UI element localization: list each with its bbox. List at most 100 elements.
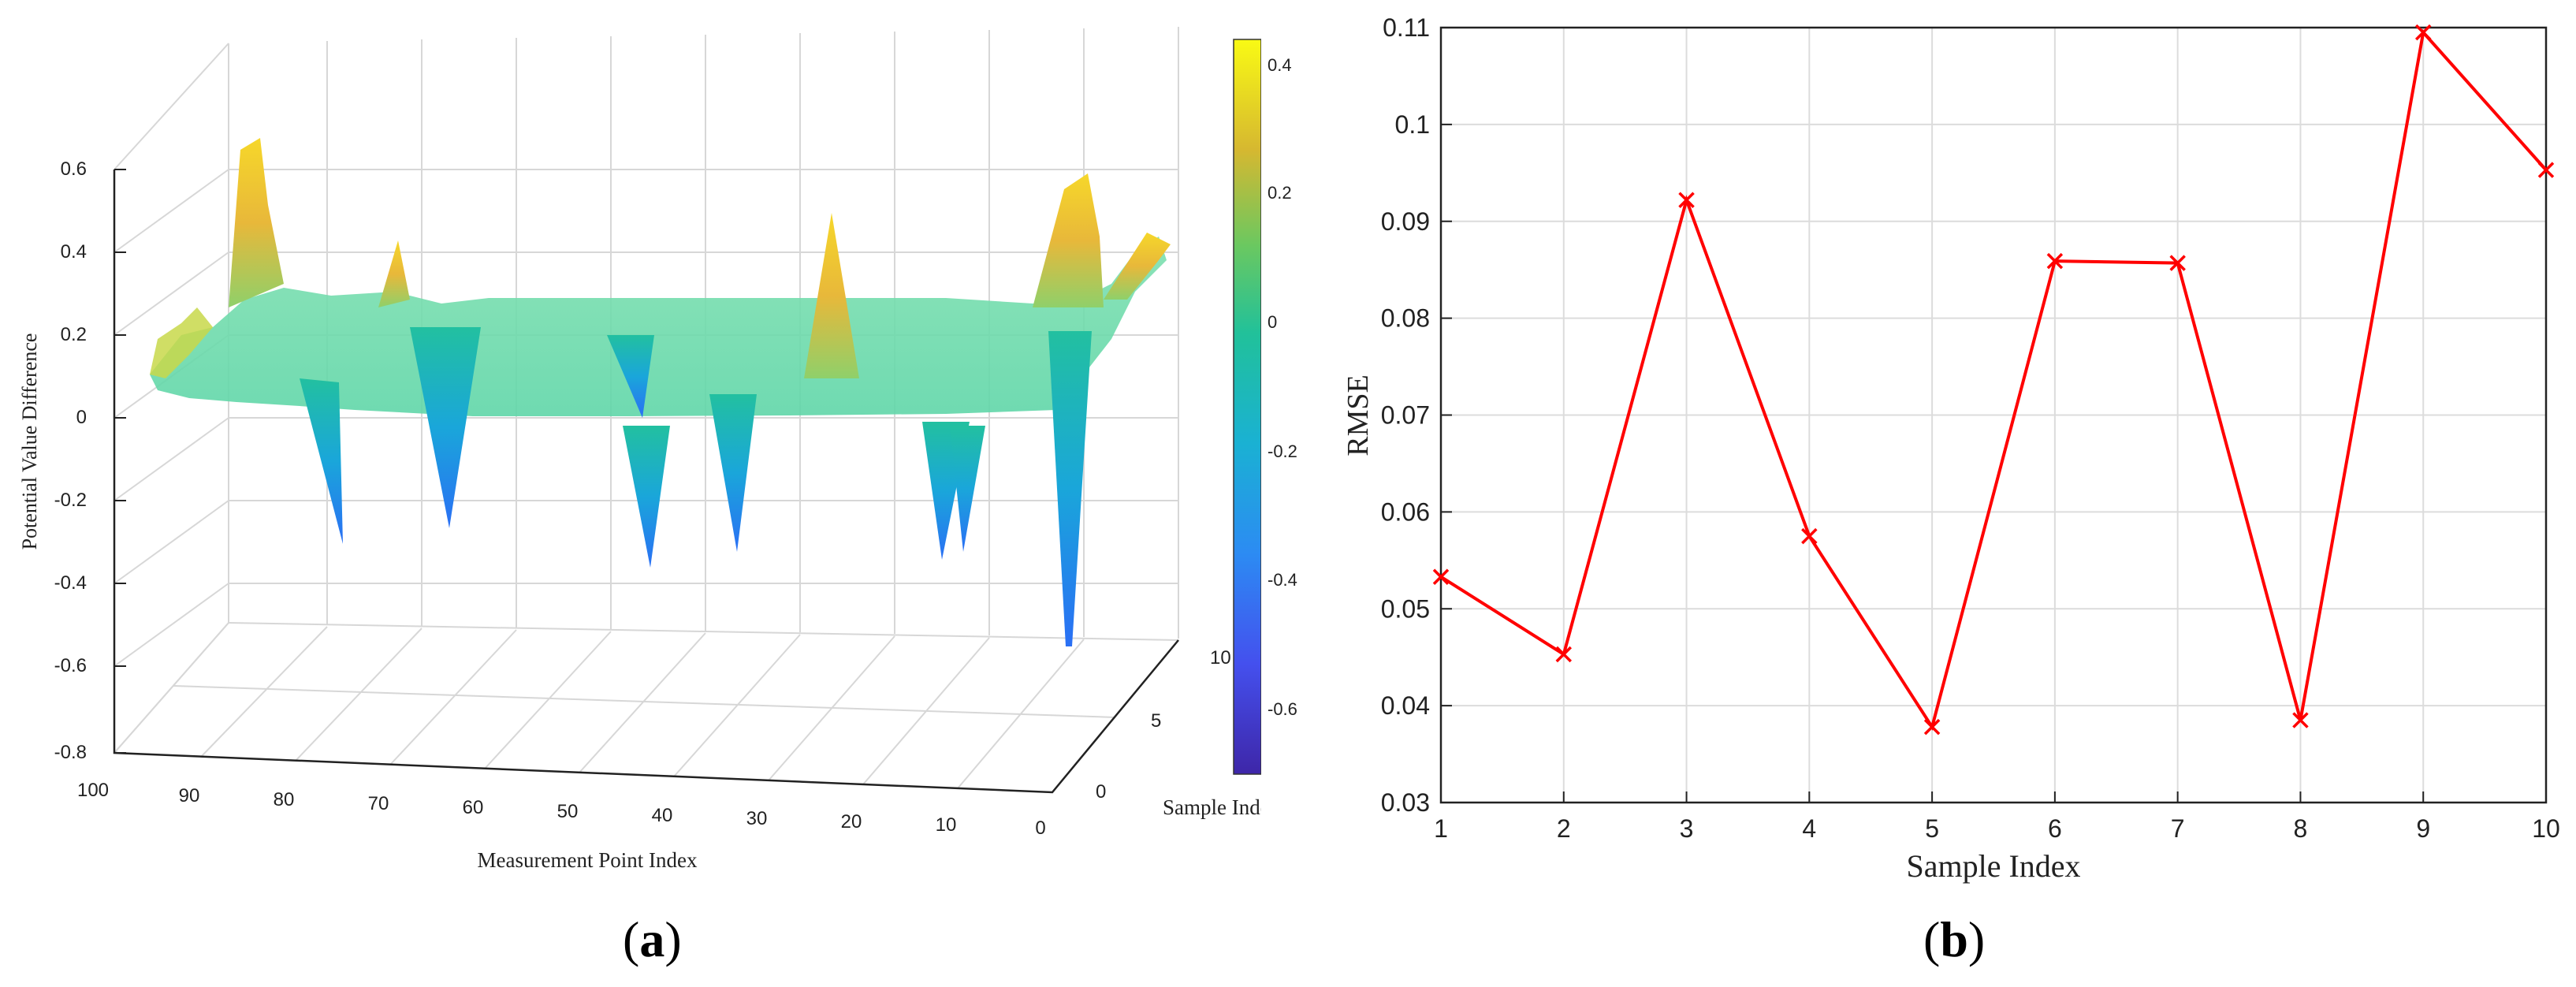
- surface: [150, 138, 1171, 646]
- peak: [1033, 173, 1104, 307]
- trough: [1048, 331, 1092, 646]
- y-tick-label: 0.1: [1395, 110, 1430, 139]
- colorbar-tick-label: 0.4: [1268, 55, 1292, 75]
- y-tick-label: 0.07: [1381, 401, 1430, 430]
- data-point-marker: [1432, 568, 1450, 585]
- x-tick-label: 8: [2294, 814, 2308, 843]
- x-tick-label: 100: [77, 780, 109, 801]
- floor-depth: [114, 622, 1179, 793]
- rmse-line-chart: 0.03 0.04 0.05 0.06 0.07 0.08 0.09 0.1 0.11 1 2 3 4…: [1342, 13, 2560, 884]
- peak: [229, 138, 284, 307]
- colorbar: [1233, 39, 1261, 775]
- x-tick-label: 20: [841, 811, 862, 832]
- z-tick-label: 0.6: [61, 158, 87, 180]
- axis-lines: [113, 169, 1179, 794]
- surface-plot: 0.6 0.4 0.2 0 -0.2 -0.4 -0.6 -0.8 Potent…: [18, 27, 1261, 872]
- grid: [1440, 27, 2547, 803]
- panel-label-b: (b): [1923, 911, 1986, 967]
- x-tick-label: 90: [179, 785, 200, 806]
- data-point-marker: [2414, 24, 2432, 41]
- x-tick-label: 4: [1802, 814, 1816, 843]
- peak: [1104, 233, 1171, 300]
- y-tick-label: 0.06: [1381, 497, 1430, 526]
- peak: [804, 213, 859, 378]
- z-tick-label: -0.6: [54, 655, 87, 676]
- z-tick-label: 0.4: [61, 241, 87, 263]
- x-tick-label: 10: [936, 814, 957, 836]
- plot-frame: [1439, 26, 2548, 804]
- colorbar-ticks: 0.4 0.2 0 -0.2 -0.4 -0.6: [1268, 55, 1297, 719]
- x-tick-label: 50: [557, 801, 579, 822]
- z-tick-labels: 0.6 0.4 0.2 0 -0.2 -0.4 -0.6 -0.8: [54, 158, 87, 763]
- y-tick-labels: 0 5 10: [1096, 647, 1231, 803]
- panel-label-a: (a): [623, 911, 682, 967]
- panel-letter-a: a: [639, 911, 665, 967]
- trough: [410, 327, 481, 528]
- y-axis-label: Sample Index: [1163, 795, 1261, 819]
- z-tick-marks: [114, 169, 126, 754]
- y-tick-label: 0.04: [1381, 691, 1430, 720]
- y-tick-label: 0: [1096, 781, 1106, 803]
- x-tick-label: 5: [1925, 814, 1939, 843]
- colorbar-tick-label: -0.6: [1268, 699, 1297, 719]
- series-rmse: [1432, 24, 2555, 736]
- x-tick-label: 70: [368, 793, 389, 814]
- data-point-marker: [1923, 718, 1941, 736]
- series-line: [1439, 28, 2548, 732]
- x-tick-label: 10: [2532, 814, 2560, 843]
- x-tick-label: 80: [274, 789, 295, 810]
- x-tick-labels: 100 90 80 70 60 50 40 30 20 10 0: [77, 780, 1046, 839]
- trough: [607, 335, 654, 418]
- panel-letter-b: b: [1940, 911, 1968, 967]
- x-tick-label: 30: [746, 808, 768, 829]
- x-axis-label: Measurement Point Index: [478, 848, 698, 872]
- y-tick-label: 0.11: [1383, 13, 1430, 42]
- x-tick-label: 3: [1680, 814, 1694, 843]
- surface-sheet: [150, 237, 1167, 416]
- x-tick-label: 0: [1035, 818, 1045, 839]
- x-tick-label: 60: [463, 797, 484, 818]
- data-point-marker: [2046, 252, 2064, 270]
- z-tick-label: -0.4: [54, 572, 87, 594]
- data-point-marker: [2537, 162, 2555, 178]
- colorbar-tick-label: -0.2: [1268, 441, 1297, 461]
- trough: [709, 394, 757, 552]
- y-tick-label: 0.03: [1381, 788, 1430, 817]
- x-tick-label: 6: [2048, 814, 2062, 843]
- y-axis-label: RMSE: [1342, 374, 1375, 456]
- z-tick-label: 0.2: [61, 324, 87, 345]
- peak: [378, 240, 410, 307]
- y-tick-label: 0.08: [1381, 304, 1430, 333]
- z-axis-label: Potential Value Difference: [18, 333, 41, 550]
- x-tick-label: 9: [2416, 814, 2430, 843]
- y-tick-labels: 0.03 0.04 0.05 0.06 0.07 0.08 0.09 0.1 0.11: [1381, 13, 1430, 817]
- z-tick-label: 0: [76, 407, 87, 428]
- data-point-marker: [2169, 255, 2186, 271]
- colorbar-gradient: [1233, 39, 1261, 775]
- x-tick-label: 1: [1434, 814, 1448, 843]
- x-axis-label: Sample Index: [1906, 848, 2080, 884]
- data-point-marker: [1801, 527, 1818, 545]
- trough: [623, 426, 670, 568]
- data-point-marker: [2292, 712, 2309, 728]
- floor-lines: [114, 622, 1179, 793]
- surface-edge-left: [150, 307, 213, 378]
- z-tick-label: -0.2: [54, 490, 87, 511]
- colorbar-tick-label: 0.2: [1268, 183, 1292, 203]
- x-tick-label: 2: [1557, 814, 1571, 843]
- colorbar-tick-label: 0: [1268, 312, 1277, 332]
- x-tick-labels: 1 2 3 4 5 6 7 8 9 10: [1434, 814, 2560, 843]
- x-tick-label: 40: [652, 805, 673, 826]
- colorbar-tick-labels: 0.4 0.2 0 -0.2 -0.4 -0.6: [1268, 55, 1297, 719]
- y-tick-label: 0.05: [1381, 594, 1430, 623]
- y-tick-label: 5: [1151, 710, 1161, 732]
- x-tick-label: 7: [2171, 814, 2185, 843]
- colorbar-tick-label: -0.4: [1268, 570, 1297, 590]
- z-tick-label: -0.8: [54, 742, 87, 763]
- trough: [300, 378, 343, 544]
- data-point-marker: [1678, 192, 1695, 208]
- y-tick-label: 10: [1210, 647, 1231, 669]
- trough: [950, 426, 985, 552]
- data-point-marker: [1555, 646, 1573, 663]
- y-tick-label: 0.09: [1381, 207, 1430, 236]
